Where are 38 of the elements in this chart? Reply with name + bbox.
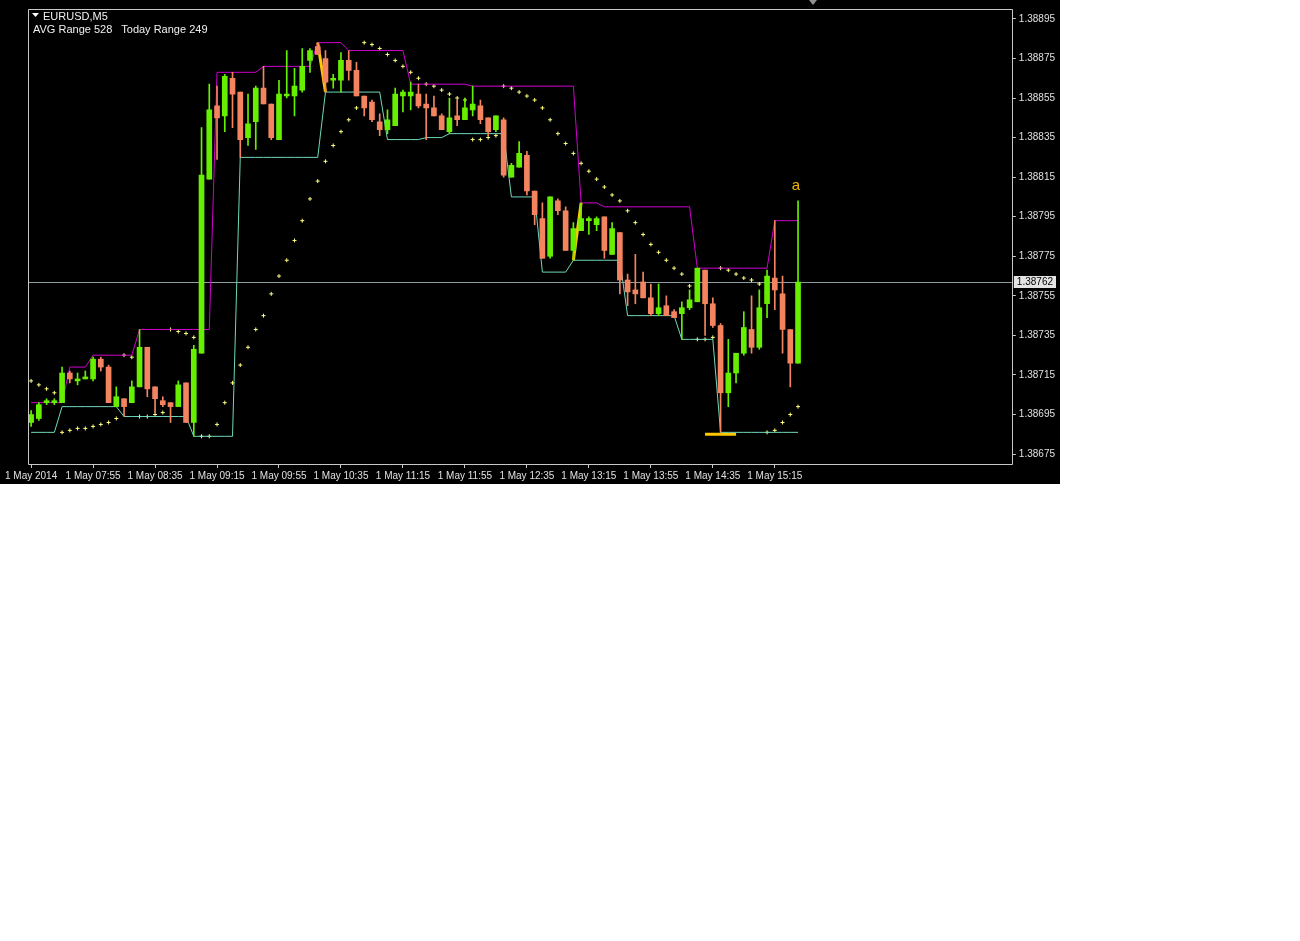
ref-line-label: 1.38762	[1016, 275, 1054, 287]
y-tick-label: 1.38695	[1018, 408, 1056, 420]
y-tick-label: 1.38835	[1018, 131, 1056, 143]
y-tick-label: 1.38775	[1018, 250, 1056, 262]
x-tick-label: 1 May 15:15	[747, 469, 803, 481]
candlestick	[423, 93, 430, 140]
y-tick-label: 1.38715	[1018, 368, 1056, 380]
candlestick	[469, 85, 476, 117]
y-tick-label: 1.38755	[1018, 289, 1056, 301]
x-tick-label: 1 May 09:55	[251, 469, 307, 481]
annotation: a	[791, 176, 801, 193]
x-tick-label: 1 May 10:35	[313, 469, 369, 481]
y-tick-label: 1.38855	[1018, 91, 1056, 103]
y-tick-label: 1.38895	[1018, 12, 1056, 24]
candlestick	[214, 85, 220, 160]
x-tick-label: 1 May 11:55	[437, 469, 493, 481]
y-tick-label: 1.38735	[1018, 329, 1056, 341]
x-tick-label: 1 May 09:15	[189, 469, 245, 481]
x-tick-label: 1 May 08:35	[127, 469, 183, 481]
x-tick-label: 1 May 2014	[4, 469, 58, 481]
candlestick	[771, 220, 778, 311]
x-tick-label: 1 May 07:55	[65, 469, 122, 481]
candlestick	[400, 89, 406, 113]
x-tick-label: 1 May 13:55	[623, 469, 679, 481]
x-tick-label: 1 May 14:35	[685, 469, 741, 481]
candlestick	[679, 301, 685, 340]
candlestick	[586, 216, 592, 235]
candlestick	[330, 73, 337, 89]
y-tick-label: 1.38875	[1018, 52, 1056, 64]
x-tick-label: 1 May 12:35	[499, 469, 555, 481]
y-tick-label: 1.38675	[1018, 447, 1056, 459]
chart-title: EURUSD,M5	[43, 10, 108, 22]
x-tick-label: 1 May 11:15	[375, 469, 431, 481]
x-tick-label: 1 May 13:15	[561, 469, 617, 481]
y-tick-label: 1.38815	[1018, 170, 1056, 182]
text: AVG Range 528 Today Range 249	[33, 23, 208, 35]
candlestick	[407, 81, 414, 111]
y-tick-label: 1.38795	[1018, 210, 1056, 222]
